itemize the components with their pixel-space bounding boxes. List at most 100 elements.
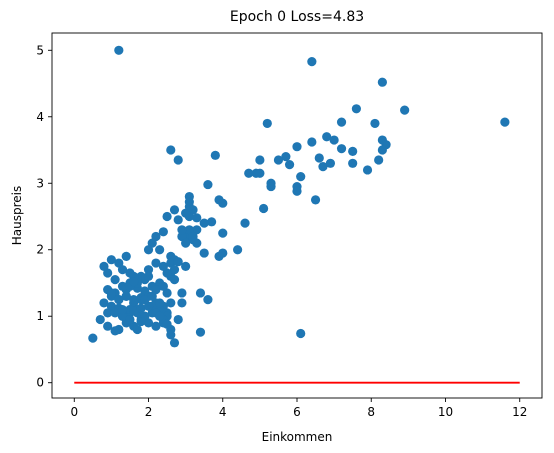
data-point: [307, 56, 317, 67]
data-point: [169, 338, 180, 348]
data-point: [129, 306, 139, 316]
data-point: [292, 142, 302, 152]
data-point: [292, 186, 302, 196]
data-point: [377, 145, 387, 155]
data-point: [273, 155, 284, 165]
data-point: [88, 333, 98, 343]
data-point: [162, 211, 172, 222]
data-point: [117, 311, 128, 321]
data-point: [132, 324, 142, 335]
data-point: [114, 295, 124, 305]
x-axis-ticks: 0 2 4 6 8 10 12: [70, 398, 527, 419]
x-tick-label: 10: [438, 405, 453, 419]
x-axis-label: Einkommen: [262, 430, 333, 444]
data-point: [262, 118, 272, 129]
data-point: [151, 258, 161, 268]
x-tick-label: 8: [367, 405, 375, 419]
data-point: [143, 245, 154, 255]
data-point: [129, 277, 139, 287]
data-point: [117, 304, 128, 315]
data-point: [181, 238, 191, 248]
data-point: [143, 265, 154, 275]
data-point: [218, 248, 228, 258]
data-point: [110, 275, 120, 285]
data-point: [169, 265, 180, 275]
data-point: [181, 261, 191, 271]
data-point: [155, 298, 165, 308]
data-point: [114, 45, 124, 55]
data-point: [136, 303, 146, 313]
data-point: [218, 228, 228, 238]
data-point: [284, 160, 295, 170]
data-point: [310, 195, 321, 205]
data-point: [169, 275, 180, 285]
data-point: [329, 135, 339, 145]
y-tick-label: 2: [36, 243, 44, 257]
y-tick-label: 0: [36, 376, 44, 390]
data-point: [166, 298, 176, 308]
data-point: [106, 288, 116, 298]
data-point: [173, 215, 183, 225]
data-point: [199, 218, 209, 228]
x-tick-label: 0: [70, 405, 78, 419]
data-point: [166, 330, 176, 340]
data-point: [400, 105, 410, 115]
data-point: [362, 165, 373, 175]
chart-title: Epoch 0 Loss=4.83: [230, 9, 364, 25]
data-point: [173, 257, 183, 267]
data-point: [162, 319, 172, 329]
data-point: [233, 245, 243, 255]
data-point: [177, 288, 187, 298]
data-point: [114, 258, 124, 268]
data-point: [106, 255, 116, 265]
y-tick-label: 4: [36, 110, 44, 124]
data-point: [307, 137, 317, 147]
data-point: [348, 146, 358, 156]
data-point: [103, 308, 113, 318]
data-point: [173, 314, 183, 325]
data-point: [370, 118, 380, 129]
data-point: [110, 308, 120, 318]
data-point: [121, 291, 131, 301]
data-point: [240, 218, 250, 228]
data-point: [151, 321, 161, 331]
data-point: [129, 295, 139, 305]
data-point: [151, 231, 161, 242]
data-point: [155, 311, 165, 321]
y-axis-label: Hauspreis: [10, 186, 24, 246]
data-point: [95, 314, 105, 325]
y-axis-ticks: 0 1 2 3 4 5: [36, 43, 52, 390]
data-point: [244, 168, 254, 178]
data-point: [336, 144, 347, 154]
data-point: [336, 117, 347, 127]
y-tick-label: 1: [36, 309, 44, 323]
data-point: [155, 245, 165, 255]
x-tick-label: 6: [293, 405, 301, 419]
data-point: [158, 227, 168, 237]
data-point: [207, 217, 217, 227]
x-tick-label: 4: [219, 405, 227, 419]
data-point: [351, 104, 361, 114]
data-point: [199, 248, 209, 258]
data-point: [348, 158, 358, 168]
data-point: [192, 213, 202, 223]
x-tick-label: 2: [145, 405, 153, 419]
data-point: [203, 179, 213, 190]
data-point: [158, 281, 168, 291]
y-tick-label: 5: [36, 43, 44, 57]
x-tick-label: 12: [512, 405, 527, 419]
data-point: [322, 132, 332, 142]
data-point: [281, 152, 291, 162]
data-point: [136, 316, 146, 327]
data-point: [258, 203, 269, 214]
data-point: [318, 162, 328, 172]
data-point: [103, 268, 113, 278]
data-point: [296, 172, 306, 182]
data-point: [188, 231, 198, 242]
data-point: [166, 145, 176, 155]
data-point: [218, 198, 228, 208]
data-point: [158, 261, 168, 271]
data-point: [110, 326, 120, 336]
data-point: [374, 155, 384, 165]
